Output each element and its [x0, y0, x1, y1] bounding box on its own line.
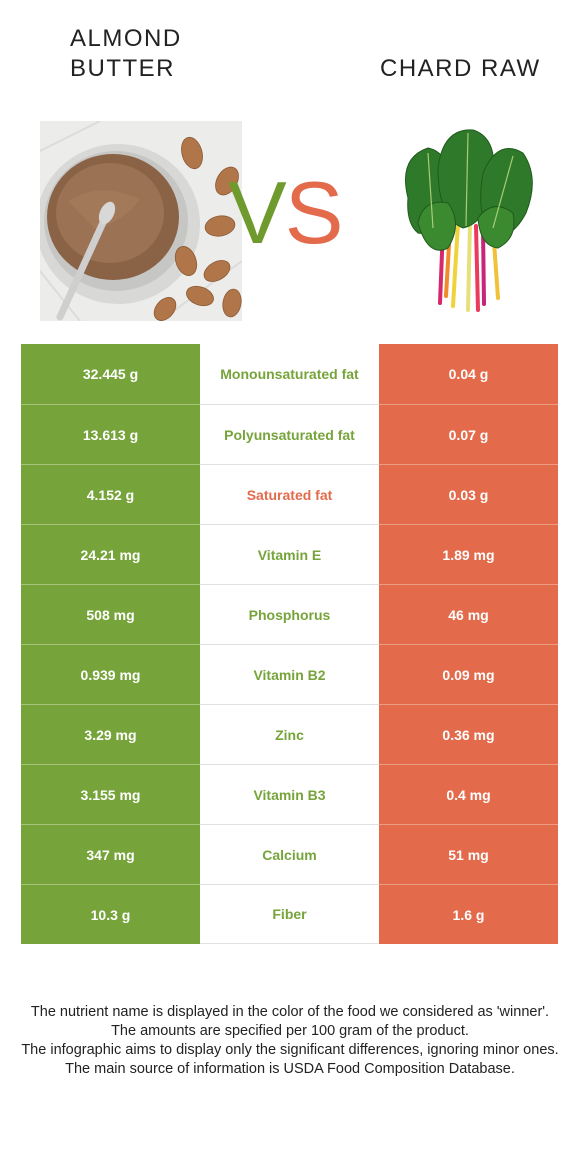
table-row: 347 mg Calcium 51 mg	[21, 824, 558, 884]
chard-raw-value: 0.09 mg	[379, 644, 558, 704]
table-row: 3.155 mg Vitamin B3 0.4 mg	[21, 764, 558, 824]
left-food-title-line2: BUTTER	[70, 55, 175, 82]
table-row: 24.21 mg Vitamin E 1.89 mg	[21, 524, 558, 584]
footnote-line1: The nutrient name is displayed in the co…	[30, 1004, 550, 1020]
almond-butter-value: 3.155 mg	[21, 764, 200, 824]
table-row: 10.3 g Fiber 1.6 g	[21, 884, 558, 944]
left-food-title: ALMOND BUTTER	[70, 24, 230, 84]
nutrient-name: Vitamin B3	[200, 764, 379, 824]
table-row: 4.152 g Saturated fat 0.03 g	[21, 464, 558, 524]
nutrient-name: Monounsaturated fat	[200, 344, 379, 404]
vs-letter-s: S	[284, 163, 344, 262]
footnote-line4: The main source of information is USDA F…	[65, 1061, 515, 1077]
almond-butter-value: 4.152 g	[21, 464, 200, 524]
chard-raw-value: 0.03 g	[379, 464, 558, 524]
chard-raw-value: 51 mg	[379, 824, 558, 884]
nutrient-name: Vitamin B2	[200, 644, 379, 704]
almond-butter-image	[40, 121, 242, 321]
right-food-title: CHARD RAW	[380, 55, 541, 82]
chard-raw-value: 1.6 g	[379, 884, 558, 944]
footnote-line3: The infographic aims to display only the…	[21, 1042, 559, 1058]
chard-raw-value: 46 mg	[379, 584, 558, 644]
chard-raw-value: 0.07 g	[379, 404, 558, 464]
almond-butter-value: 0.939 mg	[21, 644, 200, 704]
almond-butter-value: 347 mg	[21, 824, 200, 884]
table-row: 3.29 mg Zinc 0.36 mg	[21, 704, 558, 764]
footnote-line2: The amounts are specified per 100 gram o…	[111, 1023, 469, 1039]
nutrient-name: Calcium	[200, 824, 379, 884]
chard-raw-value: 0.04 g	[379, 344, 558, 404]
almond-butter-value: 24.21 mg	[21, 524, 200, 584]
almond-butter-value: 508 mg	[21, 584, 200, 644]
left-food-title-line1: ALMOND	[70, 25, 182, 52]
nutrient-comparison-table: 32.445 g Monounsaturated fat 0.04 g 13.613 …	[21, 344, 558, 944]
chard-raw-value: 0.36 mg	[379, 704, 558, 764]
footnote: The nutrient name is displayed in the co…	[20, 1003, 560, 1079]
chard-raw-value: 0.4 mg	[379, 764, 558, 824]
table-row: 32.445 g Monounsaturated fat 0.04 g	[21, 344, 558, 404]
nutrient-name: Fiber	[200, 884, 379, 944]
nutrient-name: Polyunsaturated fat	[200, 404, 379, 464]
chard-raw-value: 1.89 mg	[379, 524, 558, 584]
table-row: 0.939 mg Vitamin B2 0.09 mg	[21, 644, 558, 704]
nutrient-name: Zinc	[200, 704, 379, 764]
nutrient-name: Saturated fat	[200, 464, 379, 524]
nutrient-name: Phosphorus	[200, 584, 379, 644]
vs-label: VS	[228, 168, 343, 258]
vs-letter-v: V	[228, 163, 287, 262]
almond-butter-value: 32.445 g	[21, 344, 200, 404]
nutrient-name: Vitamin E	[200, 524, 379, 584]
almond-butter-value: 13.613 g	[21, 404, 200, 464]
table-row: 13.613 g Polyunsaturated fat 0.07 g	[21, 404, 558, 464]
table-row: 508 mg Phosphorus 46 mg	[21, 584, 558, 644]
swiss-chard-image	[405, 129, 533, 312]
almond-butter-value: 3.29 mg	[21, 704, 200, 764]
almond-butter-value: 10.3 g	[21, 884, 200, 944]
